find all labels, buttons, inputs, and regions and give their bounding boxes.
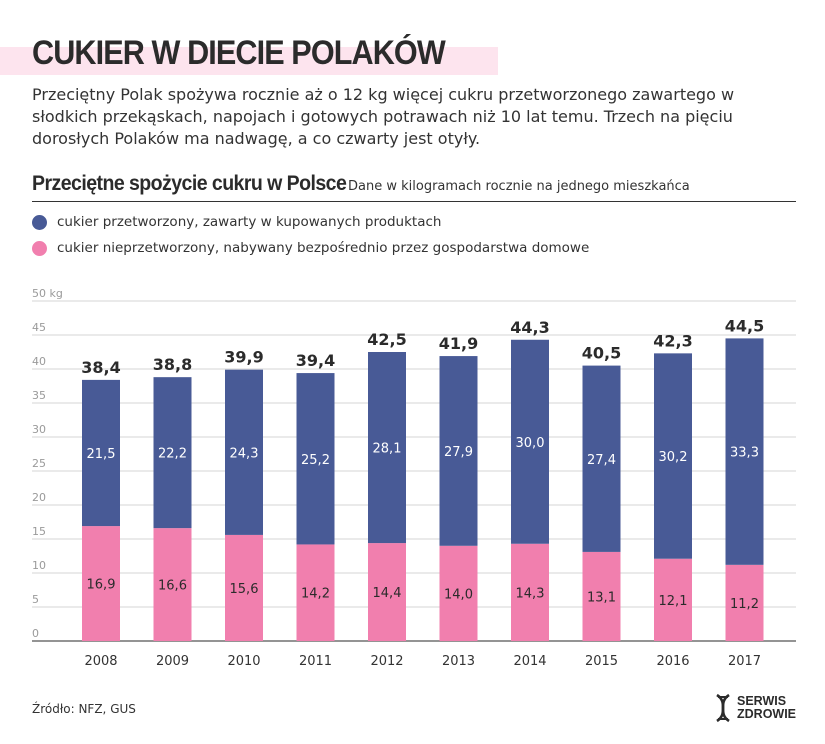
- total-label: 44,3: [510, 318, 549, 337]
- bar-segment-processed: [225, 369, 263, 535]
- legend-item-processed: cukier przetworzony, zawarty w kupowanyc…: [32, 214, 441, 230]
- y-tick-label: 45: [32, 321, 46, 334]
- x-tick-label: 2014: [513, 654, 546, 669]
- data-label-unprocessed: 11,2: [730, 597, 759, 612]
- total-label: 41,9: [439, 334, 478, 353]
- y-tick-label: 15: [32, 525, 46, 538]
- legend-label-processed: cukier przetworzony, zawarty w kupowanyc…: [57, 214, 442, 230]
- data-label-processed: 30,2: [659, 450, 688, 465]
- bar-segment-processed: [511, 339, 549, 544]
- bar-segment-unprocessed: [153, 528, 192, 641]
- lead-paragraph: Przeciętny Polak spożywa rocznie aż o 12…: [32, 85, 735, 148]
- y-axis-unit-label: 50 kg: [32, 287, 63, 300]
- y-tick-label: 40: [32, 355, 46, 368]
- total-label: 38,4: [81, 358, 120, 377]
- data-label-processed: 22,2: [158, 447, 187, 462]
- bar-segment-unprocessed: [368, 543, 406, 641]
- total-label: 42,3: [653, 331, 692, 350]
- x-tick-label: 2012: [370, 654, 403, 669]
- x-tick-label: 2013: [442, 654, 475, 669]
- y-tick-label: 35: [32, 389, 46, 402]
- header-divider: [32, 201, 796, 202]
- bar-segment-processed: [82, 379, 120, 527]
- bar-segment-unprocessed: [296, 544, 335, 641]
- data-label-processed: 33,3: [730, 446, 759, 461]
- legend-item-unprocessed: cukier nieprzetworzony, nabywany bezpośr…: [32, 240, 589, 256]
- data-label-unprocessed: 14,0: [444, 587, 473, 602]
- y-tick-label: 30: [32, 423, 46, 436]
- data-label-processed: 27,9: [444, 445, 473, 460]
- y-tick-label: 10: [32, 559, 46, 572]
- data-label-unprocessed: 15,6: [230, 582, 259, 597]
- y-tick-label: 25: [32, 457, 46, 470]
- source-note: Źródło: NFZ, GUS: [32, 702, 136, 716]
- legend-swatch-unprocessed: [32, 240, 47, 256]
- chart-subtitle: Dane w kilogramach rocznie na jednego mi…: [348, 179, 690, 194]
- brand-line-1: SERWIS: [737, 694, 787, 708]
- bar-segment-unprocessed: [582, 551, 621, 641]
- page-title: CUKIER W DIECIE POLAKÓW: [32, 34, 446, 72]
- x-tick-label: 2009: [156, 654, 189, 669]
- bar-segment-processed: [368, 352, 406, 544]
- total-label: 38,8: [153, 355, 192, 374]
- data-label-processed: 24,3: [230, 446, 259, 461]
- total-label: 40,5: [582, 344, 621, 363]
- data-label-unprocessed: 14,2: [301, 587, 330, 602]
- bar-segment-unprocessed: [225, 534, 263, 641]
- data-label-processed: 21,5: [87, 447, 116, 462]
- title-highlight-band: [0, 47, 498, 75]
- x-tick-label: 2011: [299, 654, 332, 669]
- bar-segment-unprocessed: [439, 545, 478, 641]
- x-tick-label: 2016: [656, 654, 689, 669]
- data-label-unprocessed: 16,9: [87, 578, 116, 593]
- data-label-unprocessed: 13,1: [587, 590, 616, 605]
- bar-segment-unprocessed: [654, 558, 692, 641]
- bar-segment-processed: [654, 353, 692, 559]
- bar-segment-processed: [582, 365, 621, 552]
- y-tick-label: 5: [32, 593, 39, 606]
- data-label-processed: 28,1: [373, 442, 402, 457]
- x-tick-label: 2010: [227, 654, 260, 669]
- bar-segment-unprocessed: [82, 526, 120, 641]
- brand-line-2: ZDROWIE: [737, 707, 797, 721]
- data-label-unprocessed: 16,6: [158, 579, 187, 594]
- bar-segment-unprocessed: [725, 564, 764, 641]
- bar-segment-processed: [725, 338, 764, 565]
- total-label: 39,9: [224, 348, 263, 367]
- data-label-processed: 30,0: [516, 436, 545, 451]
- y-tick-label: 20: [32, 491, 46, 504]
- chart-title: Przeciętne spożycie cukru w Polsce: [32, 172, 347, 195]
- data-label-processed: 27,4: [587, 453, 616, 468]
- bar-segment-processed: [439, 356, 478, 546]
- bar-segment-processed: [296, 373, 335, 545]
- brand-logo: SERWIS ZDROWIE: [715, 693, 796, 723]
- x-tick-label: 2017: [728, 654, 761, 669]
- total-label: 39,4: [296, 351, 335, 370]
- data-label-unprocessed: 14,3: [516, 586, 545, 601]
- total-label: 44,5: [725, 316, 764, 335]
- legend-swatch-processed: [32, 214, 47, 230]
- total-label: 42,5: [367, 330, 406, 349]
- data-label-unprocessed: 12,1: [659, 594, 688, 609]
- data-label-unprocessed: 14,4: [373, 586, 402, 601]
- x-tick-label: 2015: [585, 654, 618, 669]
- dna-helix-icon: [716, 693, 730, 723]
- legend-label-unprocessed: cukier nieprzetworzony, nabywany bezpośr…: [57, 240, 590, 256]
- chart-header: Przeciętne spożycie cukru w Polsce Dane …: [32, 172, 690, 196]
- bar-segment-processed: [153, 377, 192, 529]
- data-label-processed: 25,2: [301, 453, 330, 468]
- x-tick-label: 2008: [84, 654, 117, 669]
- bar-segment-unprocessed: [511, 543, 549, 641]
- y-tick-label: 0: [32, 627, 39, 640]
